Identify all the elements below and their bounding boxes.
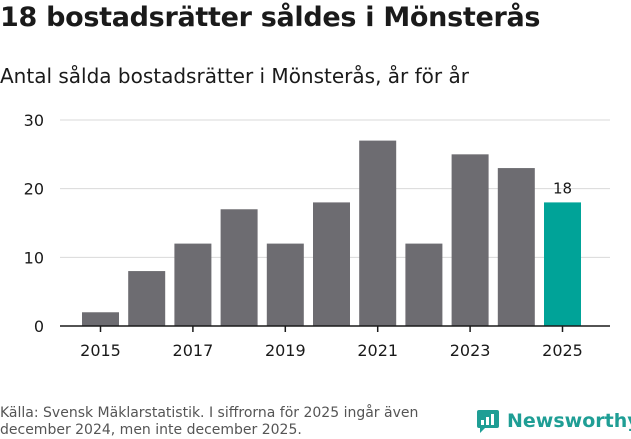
x-tick-label-2019: 2019 (265, 341, 306, 360)
x-tick-label-2017: 2017 (173, 341, 214, 360)
bar-2017 (174, 243, 212, 326)
newsworthy-logo: Newsworthy (475, 408, 631, 434)
bar-chart: 0 10 20 30 18 2015 2017 2019 2021 2023 2025 (24, 111, 610, 360)
source-note: Källa: Svensk Mäklarstatistik. I siffror… (0, 405, 419, 438)
y-tick-label-10: 10 (24, 248, 44, 267)
bar-2023 (451, 154, 489, 326)
bar-2016 (128, 271, 166, 326)
x-tick-label-2015: 2015 (80, 341, 121, 360)
newsworthy-logo-icon (477, 410, 499, 433)
bar-2024 (497, 168, 535, 326)
x-tick-label-2025: 2025 (542, 341, 583, 360)
x-tick-label-2023: 2023 (450, 341, 491, 360)
chart-title: 18 bostadsrätter såldes i Mönsterås (0, 2, 541, 33)
y-tick-label-20: 20 (24, 180, 44, 199)
bars (82, 140, 581, 326)
bar-2025 (544, 202, 581, 326)
bar-2019 (266, 243, 304, 326)
bar-2022 (405, 243, 443, 326)
bar-2020 (313, 202, 350, 326)
chart-subtitle: Antal sålda bostadsrätter i Mönsterås, å… (0, 64, 469, 88)
x-tick-label-2021: 2021 (357, 341, 398, 360)
bar-2018 (220, 209, 258, 326)
axes: 0 10 20 30 18 2015 2017 2019 2021 2023 2025 (24, 111, 610, 360)
y-tick-label-30: 30 (24, 111, 44, 130)
data-label-2025: 18 (553, 179, 572, 197)
y-tick-label-0: 0 (34, 317, 44, 336)
bar-2015 (82, 312, 119, 326)
bar-2021 (359, 140, 397, 326)
newsworthy-logo-text: Newsworthy (507, 410, 631, 432)
